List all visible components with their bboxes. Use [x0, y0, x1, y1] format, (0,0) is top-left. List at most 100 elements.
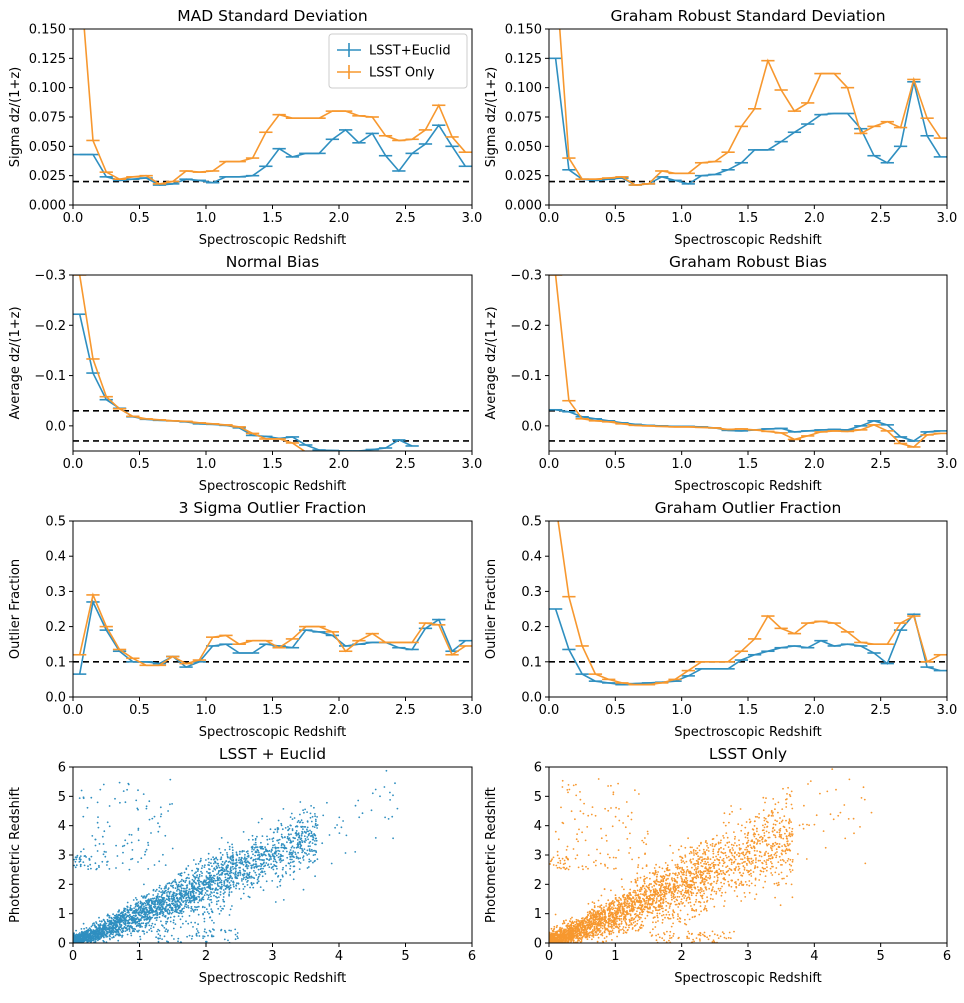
- series-lsst-euclid: [73, 123, 472, 186]
- scatter-point: [245, 875, 248, 878]
- scatter-point: [297, 836, 300, 839]
- y-tick-label: 0.4: [45, 550, 66, 565]
- scatter-point: [227, 841, 229, 844]
- scatter-point: [265, 862, 268, 864]
- scatter-point: [204, 888, 207, 890]
- scatter-point: [256, 858, 259, 860]
- scatter-point: [207, 857, 210, 860]
- plot-area: [73, 275, 472, 451]
- scatter-point: [237, 937, 239, 940]
- scatter-point: [277, 842, 280, 844]
- scatter-point: [142, 922, 145, 925]
- scatter-point: [645, 885, 648, 888]
- scatter-point: [160, 903, 163, 906]
- y-tick-label: −0.1: [510, 369, 542, 384]
- scatter-point: [616, 920, 618, 922]
- scatter-point: [284, 847, 287, 849]
- scatter-point: [254, 854, 256, 857]
- scatter-point: [302, 856, 304, 859]
- scatter-point: [186, 886, 189, 889]
- scatter-point: [116, 855, 119, 857]
- x-axis-label: Spectroscopic Redshift: [674, 233, 822, 248]
- scatter-point: [594, 911, 597, 914]
- scatter-point: [149, 905, 152, 908]
- scatter-point: [156, 914, 159, 917]
- scatter-point: [774, 871, 777, 874]
- scatter-point: [210, 898, 213, 901]
- scatter-point: [257, 875, 260, 878]
- chart-title: LSST + Euclid: [219, 745, 326, 763]
- scatter-point: [167, 810, 170, 812]
- y-axis-label: Sigma dz/(1+z): [8, 67, 23, 167]
- x-tick-label: 1.0: [196, 703, 217, 718]
- scatter-point: [167, 941, 170, 943]
- scatter-point: [220, 887, 223, 890]
- scatter-point: [284, 871, 287, 873]
- scatter-point: [180, 899, 183, 902]
- scatter-point: [272, 868, 275, 871]
- scatter-point: [181, 908, 184, 911]
- scatter-point: [202, 905, 204, 908]
- scatter-point: [664, 916, 666, 919]
- x-tick-label: 0.5: [129, 457, 150, 472]
- scatter-point: [203, 935, 206, 938]
- scatter-point: [129, 906, 132, 909]
- scatter-point: [208, 881, 211, 884]
- scatter-point: [243, 850, 245, 852]
- scatter-point: [172, 909, 174, 912]
- scatter-point: [706, 845, 708, 847]
- scatter-point: [316, 827, 318, 829]
- scatter-point: [586, 911, 589, 914]
- scatter-point: [217, 878, 220, 880]
- scatter-point: [775, 867, 778, 869]
- scatter-point: [698, 849, 701, 852]
- scatter-point: [786, 875, 788, 877]
- scatter-point: [277, 875, 280, 877]
- scatter-point: [109, 923, 112, 926]
- scatter-point: [144, 853, 146, 856]
- scatter-point: [187, 906, 190, 909]
- chart-title: Graham Robust Bias: [669, 253, 827, 271]
- scatter-point: [244, 857, 246, 860]
- scatter-point: [196, 889, 199, 891]
- scatter-point: [159, 815, 162, 818]
- scatter-point: [623, 896, 625, 899]
- scatter-point: [231, 863, 234, 865]
- scatter-point: [201, 889, 204, 892]
- series-lsst-only: [73, 592, 472, 667]
- scatter-point: [100, 927, 102, 930]
- scatter-point: [291, 845, 294, 848]
- scatter-point: [282, 866, 284, 869]
- scatter-point: [126, 929, 128, 932]
- scatter-point: [151, 817, 154, 820]
- scatter-point: [656, 889, 658, 892]
- scatter-point: [622, 932, 625, 934]
- y-tick-label: 0.025: [505, 169, 542, 184]
- scatter-point: [230, 891, 233, 893]
- scatter-point: [771, 813, 774, 815]
- scatter-point: [255, 850, 257, 853]
- scatter-point: [169, 803, 171, 806]
- scatter-point: [190, 907, 193, 910]
- scatter-point: [156, 912, 159, 915]
- plot-area: [549, 275, 947, 448]
- scatter-point: [754, 884, 757, 887]
- scatter-point: [192, 874, 195, 877]
- scatter-point: [261, 870, 263, 872]
- scatter-point: [264, 848, 267, 851]
- scatter-point: [321, 842, 324, 845]
- scatter-point: [193, 875, 195, 878]
- scatter-point: [290, 840, 292, 843]
- scatter-point: [161, 905, 164, 907]
- scatter-point: [232, 880, 235, 883]
- scatter-point: [309, 845, 311, 847]
- scatter-point: [140, 911, 143, 914]
- scatter-point: [206, 890, 209, 892]
- scatter-point: [75, 858, 78, 861]
- scatter-point: [242, 883, 245, 885]
- scatter-point: [224, 887, 227, 890]
- chart-title: MAD Standard Deviation: [177, 7, 367, 25]
- scatter-point: [195, 863, 197, 866]
- y-tick-label: −0.3: [510, 269, 542, 284]
- scatter-point: [236, 882, 238, 885]
